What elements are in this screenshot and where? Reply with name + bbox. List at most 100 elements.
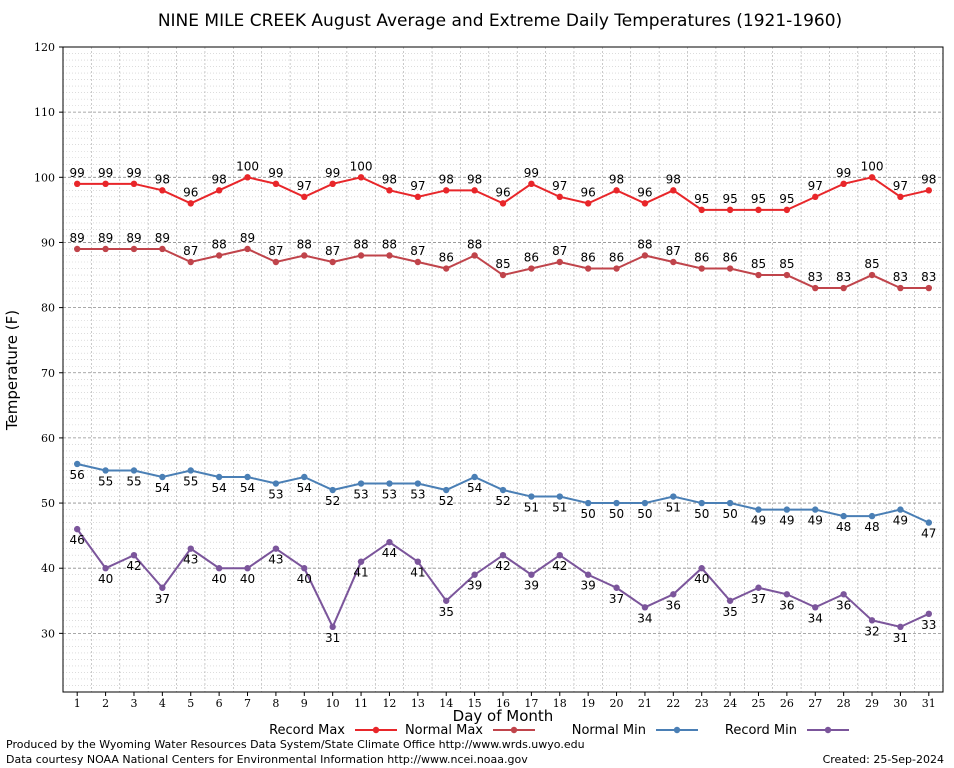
- footer-created-date: Created: 25-Sep-2024: [823, 753, 944, 766]
- data-point-record-min: [868, 617, 876, 624]
- data-label-normal-max: 83: [836, 270, 851, 284]
- x-tick-label: 13: [411, 697, 425, 710]
- data-point-record-max: [471, 187, 478, 194]
- data-point-normal-max: [670, 258, 677, 266]
- data-point-record-min: [329, 623, 336, 631]
- data-point-record-max: [783, 206, 791, 214]
- data-label-record-min: 42: [495, 559, 510, 573]
- data-point-normal-min: [528, 493, 535, 500]
- legend-marker-normal-min: [673, 726, 681, 734]
- data-point-record-max: [897, 193, 904, 201]
- data-label-normal-min: 50: [609, 507, 624, 521]
- data-point-normal-min: [471, 473, 478, 481]
- data-point-record-min: [471, 571, 478, 578]
- x-tick-label: 10: [326, 697, 340, 710]
- data-label-normal-max: 83: [921, 270, 936, 284]
- data-label-record-max: 96: [637, 185, 652, 199]
- data-point-normal-max: [215, 252, 223, 259]
- data-point-normal-min: [868, 512, 876, 520]
- data-label-record-max: 96: [183, 185, 198, 199]
- data-point-normal-max: [755, 271, 762, 279]
- x-tick-label: 26: [780, 697, 794, 710]
- data-point-normal-max: [897, 284, 904, 292]
- footer-credit-line1: Produced by the Wyoming Water Resources …: [6, 738, 585, 751]
- data-label-record-max: 96: [495, 185, 510, 199]
- x-tick-label: 31: [922, 697, 936, 710]
- data-label-normal-min: 53: [268, 488, 283, 502]
- data-point-normal-max: [726, 265, 734, 272]
- x-tick-label: 17: [524, 697, 538, 710]
- data-point-record-min: [73, 525, 81, 533]
- data-point-record-max: [215, 187, 223, 194]
- data-label-normal-min: 50: [694, 507, 709, 521]
- data-point-record-max: [443, 187, 450, 194]
- data-point-normal-max: [329, 258, 336, 266]
- data-label-normal-max: 88: [297, 237, 312, 251]
- data-label-record-min: 41: [410, 566, 425, 580]
- data-label-normal-max: 89: [98, 231, 113, 245]
- x-tick-label: 6: [216, 697, 223, 710]
- data-label-normal-max: 86: [694, 251, 709, 265]
- y-axis-ticks: 30 40 50 60 70 80 90 100 110 120: [34, 41, 63, 640]
- x-axis-title: Day of Month: [453, 707, 554, 725]
- data-point-record-min: [301, 565, 308, 572]
- data-point-record-max: [670, 187, 677, 194]
- x-tick-label: 29: [865, 697, 879, 710]
- data-label-normal-min: 51: [524, 501, 539, 515]
- data-label-record-max: 98: [609, 172, 624, 186]
- data-point-record-min: [755, 584, 762, 591]
- data-label-normal-max: 86: [609, 251, 624, 265]
- data-label-record-max: 98: [155, 172, 170, 186]
- data-label-record-max: 95: [722, 192, 737, 206]
- data-point-record-min: [414, 558, 422, 565]
- data-label-normal-min: 55: [98, 474, 113, 488]
- x-tick-label: 27: [808, 697, 822, 710]
- data-label-normal-min: 54: [297, 481, 312, 495]
- data-label-record-min: 40: [98, 572, 113, 586]
- data-label-normal-min: 51: [666, 501, 681, 515]
- data-label-record-max: 99: [836, 166, 851, 180]
- data-label-record-max: 99: [70, 166, 85, 180]
- data-label-record-max: 98: [382, 172, 397, 186]
- x-tick-label: 24: [723, 697, 737, 710]
- data-label-record-min: 37: [609, 592, 624, 606]
- data-point-record-min: [499, 551, 507, 559]
- x-tick-label: 28: [837, 697, 851, 710]
- x-tick-label: 5: [187, 697, 194, 710]
- data-label-normal-min: 55: [126, 474, 141, 488]
- data-point-normal-min: [670, 493, 677, 500]
- data-point-normal-max: [471, 252, 478, 259]
- data-label-normal-max: 89: [126, 231, 141, 245]
- data-point-record-min: [272, 545, 280, 552]
- data-label-record-max: 98: [666, 172, 681, 186]
- data-point-normal-min: [897, 506, 904, 513]
- data-point-record-min: [386, 538, 393, 546]
- data-point-record-min: [102, 565, 109, 572]
- x-tick-label: 12: [382, 697, 396, 710]
- data-label-record-min: 35: [722, 605, 737, 619]
- data-label-record-min: 42: [126, 559, 141, 573]
- data-label-record-max: 99: [126, 166, 141, 180]
- data-label-normal-min: 54: [211, 481, 226, 495]
- data-label-normal-min: 52: [495, 494, 510, 508]
- data-point-record-max: [556, 193, 563, 201]
- data-label-normal-min: 52: [325, 494, 340, 508]
- data-point-record-min: [584, 571, 592, 578]
- data-label-record-max: 100: [236, 159, 259, 173]
- data-label-normal-max: 88: [467, 237, 482, 251]
- data-label-record-min: 33: [921, 618, 936, 632]
- data-label-normal-max: 83: [893, 270, 908, 284]
- data-point-normal-min: [357, 480, 365, 487]
- data-label-record-max: 96: [581, 185, 596, 199]
- grid-major: [63, 46, 943, 692]
- data-point-normal-min: [726, 499, 734, 507]
- data-point-record-max: [73, 180, 81, 188]
- data-point-normal-max: [840, 284, 847, 292]
- x-tick-label: 15: [468, 697, 482, 710]
- data-label-record-max: 98: [921, 172, 936, 186]
- x-tick-label: 18: [553, 697, 567, 710]
- data-point-record-min: [215, 565, 223, 572]
- data-point-record-min: [159, 584, 166, 591]
- data-label-record-min: 40: [297, 572, 312, 586]
- legend-label-record-min: Record Min: [725, 723, 797, 738]
